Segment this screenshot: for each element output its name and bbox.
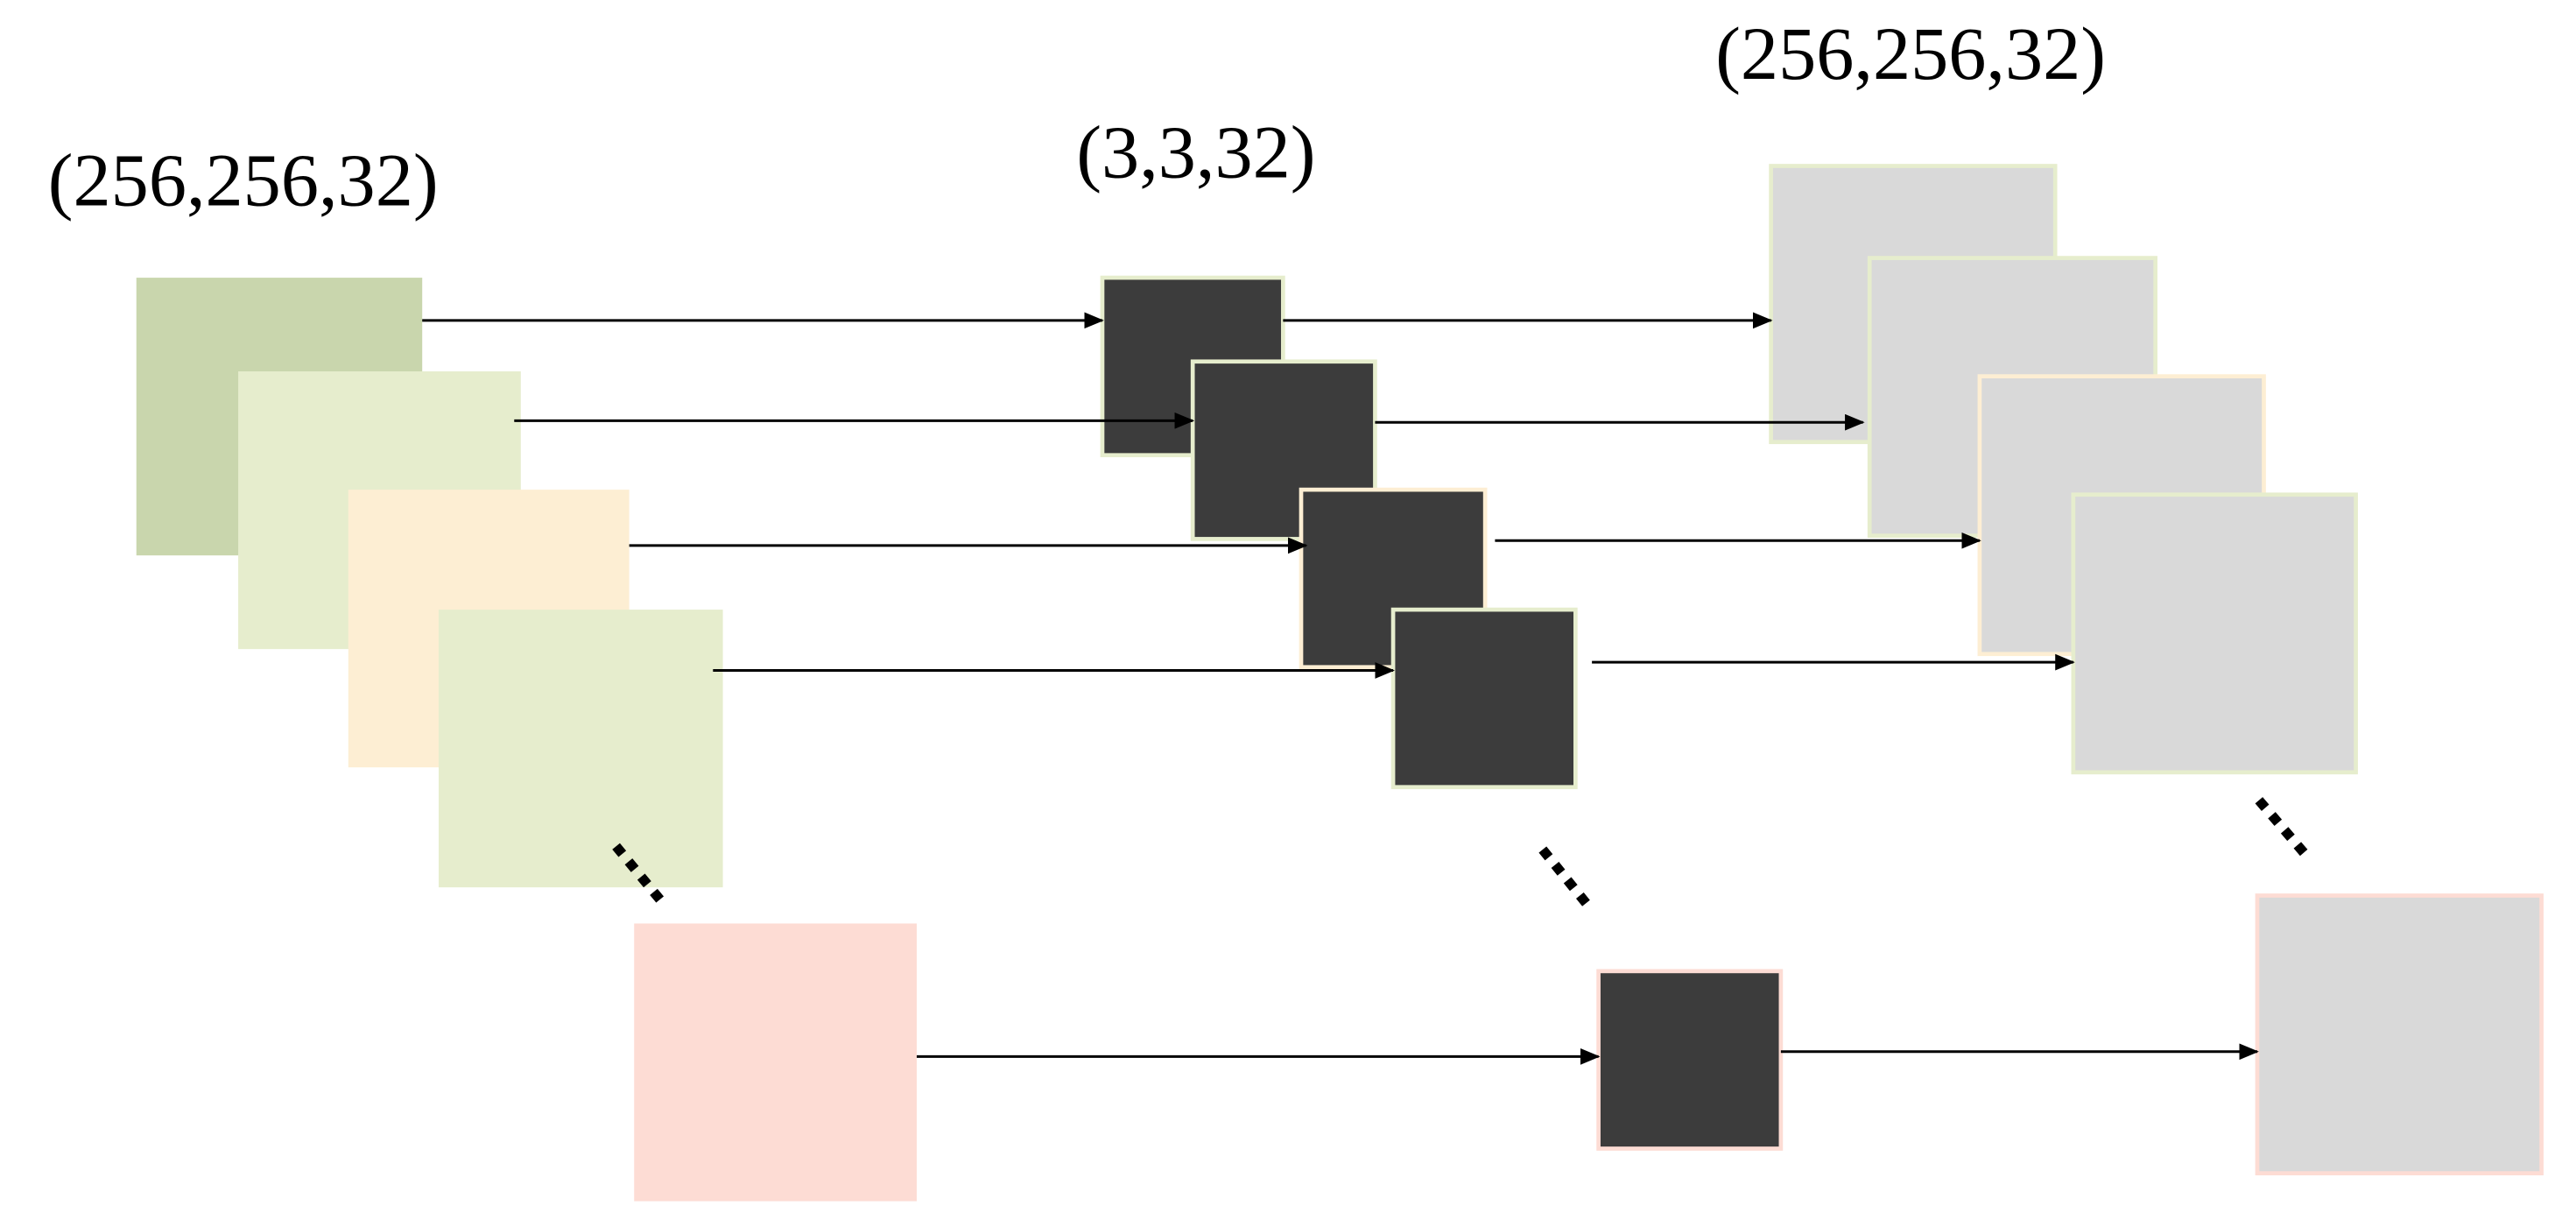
ellipsis — [1538, 846, 1596, 913]
ellipsis — [2255, 797, 2312, 862]
kernel-label: (3,3,32) — [1076, 110, 1315, 194]
input-label: (256,256,32) — [48, 138, 439, 222]
feature-map — [438, 610, 723, 888]
input-maps — [136, 278, 917, 1202]
output-map — [2071, 492, 2358, 775]
ellipsis — [612, 843, 666, 906]
output-maps — [1769, 164, 2544, 1175]
feature-map — [634, 923, 917, 1202]
kernel — [1596, 969, 1784, 1151]
kernels — [1100, 275, 1784, 1151]
kernel — [1390, 607, 1578, 790]
output-map — [2255, 893, 2544, 1175]
output-label: (256,256,32) — [1715, 11, 2106, 95]
arrows — [422, 312, 2259, 1065]
